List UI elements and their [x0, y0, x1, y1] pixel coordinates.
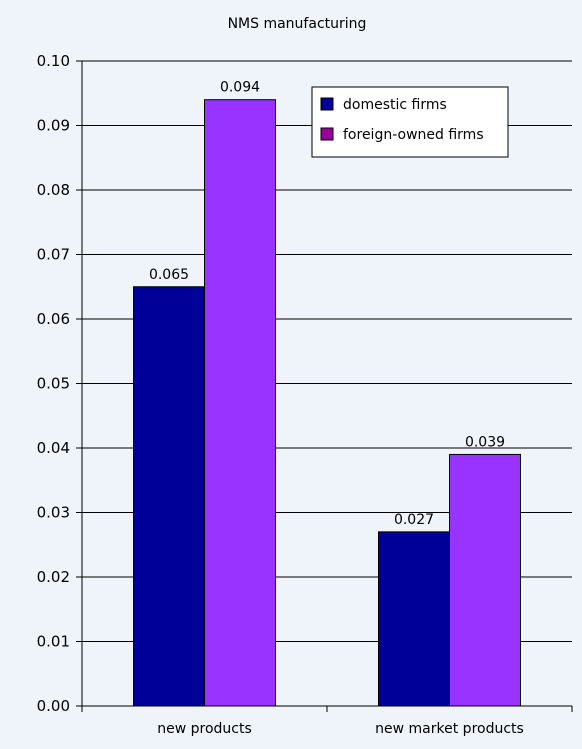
- data-label: 0.027: [394, 512, 434, 528]
- y-tick-label: 0.00: [37, 697, 70, 715]
- y-tick-label: 0.07: [37, 246, 70, 264]
- bar: [133, 286, 205, 707]
- category-label: new products: [157, 721, 252, 737]
- data-label: 0.065: [149, 267, 189, 283]
- y-tick-label: 0.06: [37, 310, 70, 328]
- axes: 0.00 0.01 0.02 0.03 0.04 0.05 0.06 0.07 0.08 0.09…: [37, 52, 573, 737]
- y-tick-label: 0.02: [37, 568, 70, 586]
- bar: [449, 453, 521, 707]
- y-tick-label: 0.01: [37, 633, 70, 651]
- y-tick-label: 0.04: [37, 439, 70, 457]
- category-label: new market products: [375, 721, 524, 737]
- y-tick-label: 0.09: [37, 117, 70, 135]
- chart-title: NMS manufacturing: [228, 16, 367, 32]
- y-tick-label: 0.05: [37, 375, 70, 393]
- legend-label: foreign-owned firms: [343, 127, 484, 143]
- data-labels: 0.065 0.094 0.027 0.039: [149, 80, 505, 528]
- y-tick-label: 0.10: [37, 52, 70, 70]
- legend: domestic firms foreign-owned firms: [311, 86, 509, 158]
- bar: [204, 99, 276, 707]
- data-label: 0.039: [465, 434, 505, 450]
- data-label: 0.094: [220, 80, 260, 96]
- y-tick-label: 0.08: [37, 181, 70, 199]
- legend-swatch: [320, 97, 334, 111]
- y-tick-label: 0.03: [37, 504, 70, 522]
- bars: [133, 99, 521, 707]
- legend-label: domestic firms: [343, 97, 447, 113]
- bar: [378, 531, 450, 707]
- legend-box: [311, 86, 509, 158]
- legend-swatch: [320, 127, 334, 141]
